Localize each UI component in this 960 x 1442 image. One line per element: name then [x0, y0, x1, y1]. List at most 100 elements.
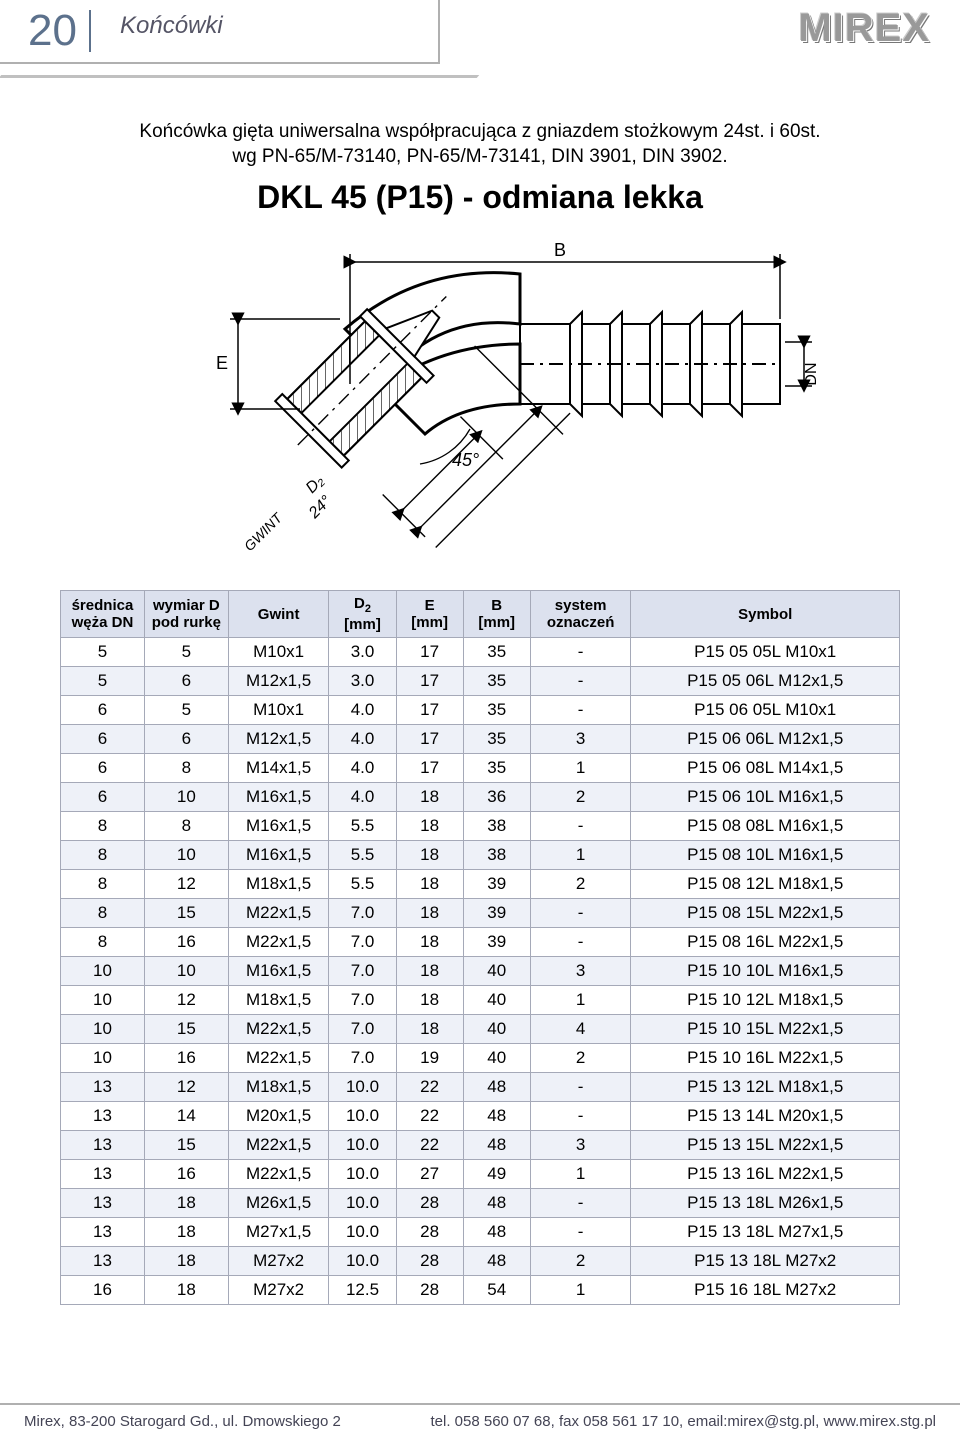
description: Końcówka gięta uniwersalna współpracując… [60, 120, 900, 169]
dim-label-gwint: GWINT [241, 509, 286, 554]
table-row: 1318M27x210.028482P15 13 18L M27x2 [61, 1247, 900, 1276]
table-cell: P15 13 14L M20x1,5 [631, 1102, 900, 1131]
table-cell: 13 [61, 1160, 145, 1189]
table-cell: M12x1,5 [228, 725, 329, 754]
table-cell: 15 [144, 899, 228, 928]
table-cell: 13 [61, 1102, 145, 1131]
table-cell: - [530, 812, 631, 841]
table-cell: 4.0 [329, 725, 396, 754]
technical-drawing: B E DN 45° [140, 234, 820, 564]
table-cell: 4.0 [329, 696, 396, 725]
table-cell: 1 [530, 986, 631, 1015]
table-row: 1012M18x1,57.018401P15 10 12L M18x1,5 [61, 986, 900, 1015]
table-row: 816M22x1,57.01839-P15 08 16L M22x1,5 [61, 928, 900, 957]
table-cell: P15 05 05L M10x1 [631, 638, 900, 667]
table-cell: 39 [463, 928, 530, 957]
table-cell: 8 [144, 812, 228, 841]
table-cell: P15 06 08L M14x1,5 [631, 754, 900, 783]
table-cell: 40 [463, 1044, 530, 1073]
footer-address: Mirex, 83-200 Starogard Gd., ul. Dmowski… [24, 1413, 341, 1430]
table-row: 1016M22x1,57.019402P15 10 16L M22x1,5 [61, 1044, 900, 1073]
table-cell: P15 08 15L M22x1,5 [631, 899, 900, 928]
table-cell: 28 [396, 1276, 463, 1305]
table-cell: 13 [61, 1247, 145, 1276]
table-cell: 7.0 [329, 957, 396, 986]
table-cell: 3 [530, 1131, 631, 1160]
table-cell: 13 [61, 1189, 145, 1218]
table-cell: 7.0 [329, 928, 396, 957]
table-cell: P15 10 10L M16x1,5 [631, 957, 900, 986]
table-cell: 40 [463, 986, 530, 1015]
table-cell: - [530, 667, 631, 696]
table-cell: 16 [144, 928, 228, 957]
table-cell: M14x1,5 [228, 754, 329, 783]
table-cell: 15 [144, 1015, 228, 1044]
table-cell: 10 [61, 1015, 145, 1044]
table-cell: 38 [463, 812, 530, 841]
brand-logo: MIREX [798, 6, 930, 51]
table-cell: - [530, 928, 631, 957]
table-cell: M16x1,5 [228, 812, 329, 841]
table-cell: - [530, 1189, 631, 1218]
table-cell: 18 [144, 1247, 228, 1276]
table-cell: 2 [530, 783, 631, 812]
table-cell: 48 [463, 1218, 530, 1247]
table-cell: M22x1,5 [228, 1044, 329, 1073]
table-cell: 6 [144, 667, 228, 696]
table-row: 88M16x1,55.51838-P15 08 08L M16x1,5 [61, 812, 900, 841]
table-row: 1315M22x1,510.022483P15 13 15L M22x1,5 [61, 1131, 900, 1160]
table-cell: - [530, 638, 631, 667]
table-cell: P15 08 12L M18x1,5 [631, 870, 900, 899]
table-cell: 35 [463, 638, 530, 667]
table-cell: 2 [530, 1044, 631, 1073]
table-cell: 40 [463, 957, 530, 986]
table-cell: M22x1,5 [228, 899, 329, 928]
column-header: Symbol [631, 591, 900, 638]
table-cell: 12 [144, 870, 228, 899]
table-cell: 39 [463, 899, 530, 928]
table-cell: 39 [463, 870, 530, 899]
table-cell: 18 [396, 812, 463, 841]
table-cell: 7.0 [329, 1044, 396, 1073]
table-cell: 7.0 [329, 1015, 396, 1044]
table-cell: 8 [61, 841, 145, 870]
table-row: 812M18x1,55.518392P15 08 12L M18x1,5 [61, 870, 900, 899]
table-cell: M20x1,5 [228, 1102, 329, 1131]
table-cell: 12 [144, 986, 228, 1015]
table-cell: 5 [144, 696, 228, 725]
column-header: E[mm] [396, 591, 463, 638]
table-row: 1618M27x212.528541P15 16 18L M27x2 [61, 1276, 900, 1305]
table-row: 1318M26x1,510.02848-P15 13 18L M26x1,5 [61, 1189, 900, 1218]
table-cell: 6 [61, 725, 145, 754]
table-cell: 8 [61, 870, 145, 899]
table-cell: 28 [396, 1247, 463, 1276]
table-cell: M16x1,5 [228, 957, 329, 986]
table-cell: P15 13 12L M18x1,5 [631, 1073, 900, 1102]
column-header: wymiar Dpod rurkę [144, 591, 228, 638]
dim-label-E: E [216, 353, 228, 373]
table-cell: 38 [463, 841, 530, 870]
table-cell: P15 06 10L M16x1,5 [631, 783, 900, 812]
dim-label-24: 24° [305, 493, 335, 523]
table-cell: 10.0 [329, 1073, 396, 1102]
table-cell: 18 [396, 841, 463, 870]
table-cell: M10x1 [228, 638, 329, 667]
table-cell: 6 [61, 783, 145, 812]
table-cell: 18 [144, 1189, 228, 1218]
table-cell: M18x1,5 [228, 870, 329, 899]
table-cell: 10.0 [329, 1102, 396, 1131]
table-cell: P15 08 10L M16x1,5 [631, 841, 900, 870]
table-cell: 13 [61, 1218, 145, 1247]
desc-line2: wg PN-65/M-73140, PN-65/M-73141, DIN 390… [232, 146, 727, 167]
table-cell: M27x2 [228, 1247, 329, 1276]
table-cell: 28 [396, 1189, 463, 1218]
table-row: 810M16x1,55.518381P15 08 10L M16x1,5 [61, 841, 900, 870]
table-cell: 22 [396, 1131, 463, 1160]
table-cell: M18x1,5 [228, 986, 329, 1015]
table-cell: 18 [396, 870, 463, 899]
table-cell: 17 [396, 638, 463, 667]
table-header: średnicawęża DNwymiar Dpod rurkęGwintD2[… [61, 591, 900, 638]
table-cell: 1 [530, 841, 631, 870]
table-cell: 12 [144, 1073, 228, 1102]
table-row: 1318M27x1,510.02848-P15 13 18L M27x1,5 [61, 1218, 900, 1247]
